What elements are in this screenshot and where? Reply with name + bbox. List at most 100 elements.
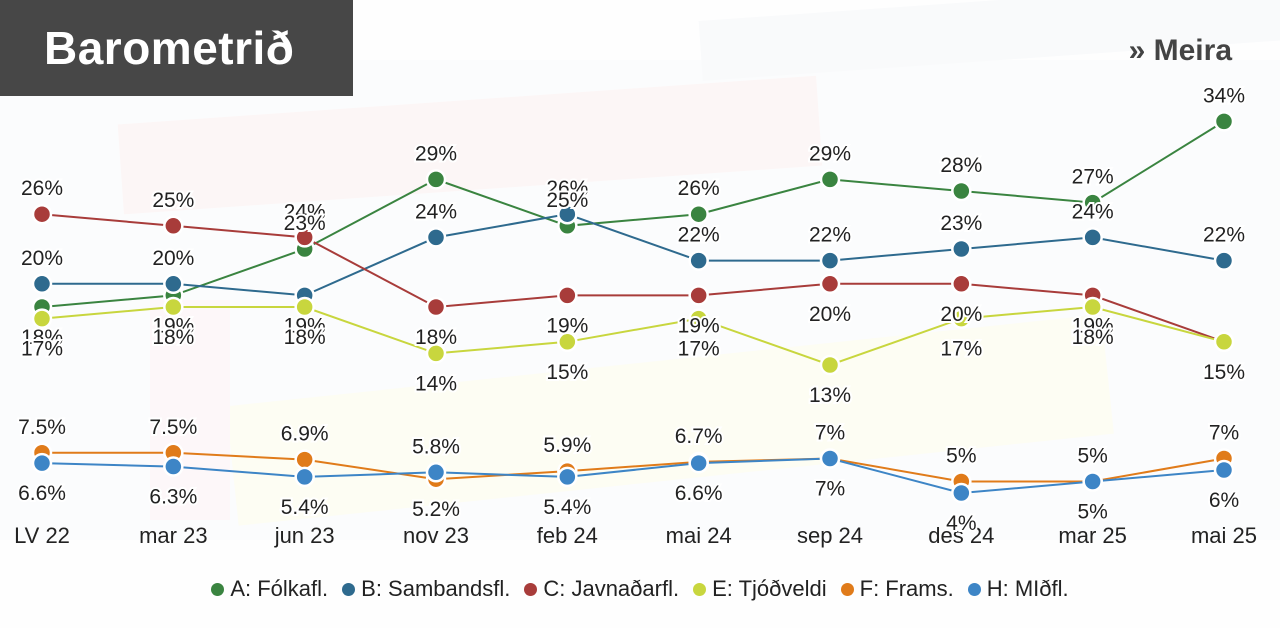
data-point <box>425 343 447 364</box>
data-point <box>1082 227 1103 248</box>
legend-item: E: Tjóðveldi <box>693 576 827 602</box>
data-point <box>819 273 841 295</box>
data-label: 6.9% <box>281 423 329 446</box>
data-point <box>688 203 709 225</box>
data-label: 18% <box>152 326 194 349</box>
legend-label: F: Frams. <box>859 576 954 601</box>
x-tick-label: mai 24 <box>666 523 732 548</box>
x-tick-label: des 24 <box>928 523 994 548</box>
data-point <box>819 169 841 190</box>
data-point <box>557 466 578 488</box>
x-tick-label: mar 23 <box>139 523 207 548</box>
data-point <box>951 180 972 202</box>
data-label: 25% <box>546 189 588 212</box>
data-point <box>557 203 578 225</box>
data-label: 19% <box>1072 314 1114 337</box>
data-point <box>425 296 447 318</box>
data-label: 29% <box>809 142 851 165</box>
data-label: 5.4% <box>543 496 591 519</box>
data-label: 26% <box>21 177 63 200</box>
data-label: 15% <box>1203 361 1245 384</box>
legend-item: F: Frams. <box>840 576 954 602</box>
data-label: 17% <box>21 338 63 361</box>
legend-marker <box>693 582 707 596</box>
legend-marker <box>967 582 981 596</box>
data-point <box>557 285 578 306</box>
series-line <box>41 120 1225 308</box>
data-point <box>819 448 841 469</box>
data-point <box>163 296 184 318</box>
x-tick-label: sep 24 <box>797 523 863 548</box>
data-label: 19% <box>284 314 326 337</box>
data-label: 7.5% <box>149 416 197 439</box>
legend-marker <box>342 582 356 596</box>
data-label: 27% <box>1072 166 1114 189</box>
data-label: 5.4% <box>281 496 329 519</box>
data-point <box>1082 192 1103 213</box>
data-point <box>1213 250 1235 271</box>
x-tick-label: nov 23 <box>403 523 469 548</box>
data-label: 7% <box>815 478 845 501</box>
data-label: 20% <box>940 303 982 326</box>
data-point <box>819 250 841 271</box>
data-label: 22% <box>678 224 720 247</box>
legend-item: B: Sambandsfl. <box>342 576 510 602</box>
data-label: 7% <box>815 422 845 445</box>
data-label: 7.5% <box>18 416 66 439</box>
data-point <box>425 227 447 248</box>
data-point <box>294 466 315 488</box>
data-label: 25% <box>152 189 194 212</box>
data-label: 18% <box>284 326 326 349</box>
data-label: 19% <box>546 314 588 337</box>
data-label: 5% <box>946 445 976 468</box>
more-link[interactable]: » Meira <box>1128 34 1232 67</box>
data-point <box>294 449 315 470</box>
data-point <box>951 238 972 260</box>
data-label: 22% <box>1203 224 1245 247</box>
data-label: 34% <box>1203 84 1245 107</box>
legend-label: H: MIðfl. <box>986 576 1069 601</box>
data-label: 20% <box>152 247 194 270</box>
legend-label: A: Fólkafl. <box>230 576 329 601</box>
data-label: 22% <box>809 224 851 247</box>
data-point <box>1213 459 1235 481</box>
data-point <box>819 354 841 376</box>
data-label: 13% <box>809 384 851 407</box>
data-point <box>425 462 447 483</box>
data-point <box>951 308 972 329</box>
legend-item: C: Javnaðarfl. <box>524 576 679 602</box>
data-point <box>951 482 972 504</box>
data-label: 15% <box>546 361 588 384</box>
series-line <box>41 457 1225 495</box>
data-label: 6.6% <box>18 482 66 505</box>
data-point <box>163 215 184 237</box>
data-point <box>1082 471 1103 492</box>
data-point <box>1213 331 1235 353</box>
data-point <box>951 273 972 295</box>
data-label: 6.3% <box>149 486 197 509</box>
data-label: 23% <box>940 212 982 235</box>
x-tick-label: mar 25 <box>1058 523 1126 548</box>
legend-label: E: Tjóðveldi <box>712 576 827 601</box>
data-point <box>1082 296 1103 318</box>
data-label: 24% <box>1072 200 1114 223</box>
data-label: 17% <box>940 338 982 361</box>
series-line <box>42 451 1225 483</box>
data-label: 17% <box>678 338 720 361</box>
data-label: 23% <box>284 212 326 235</box>
data-label: 29% <box>415 142 457 165</box>
data-point <box>31 452 53 474</box>
legend-item: A: Fólkafl. <box>211 576 328 602</box>
data-label: 20% <box>809 303 851 326</box>
data-point <box>688 285 709 306</box>
data-label: 19% <box>152 314 194 337</box>
data-point <box>31 308 53 329</box>
legend-item: H: MIðfl. <box>967 576 1069 602</box>
data-point <box>1213 111 1235 132</box>
data-point <box>688 250 709 271</box>
data-label: 6% <box>1209 489 1239 512</box>
data-point <box>294 227 315 248</box>
data-label: 5.8% <box>412 435 460 458</box>
